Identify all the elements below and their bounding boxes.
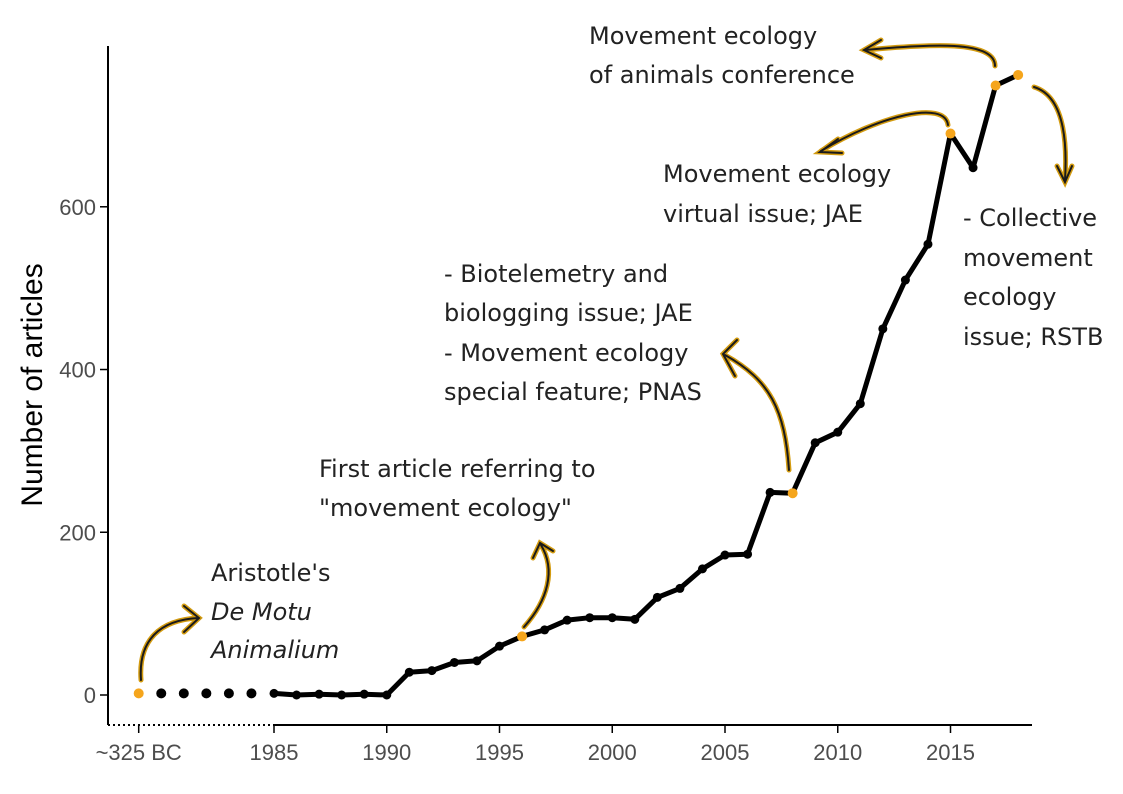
data-point: [269, 688, 279, 698]
gap-point: [201, 688, 212, 699]
data-point: [495, 641, 504, 651]
y-tick-label: 400: [59, 358, 96, 383]
annotation-conference: Movement ecology of animals conference: [589, 22, 855, 89]
highlight-point: [945, 128, 956, 139]
data-point: [855, 399, 865, 409]
virtual-issue-line-2: virtual issue; JAE: [663, 200, 863, 228]
y-ticks: 0 200 400 600: [59, 195, 108, 708]
gap-point: [223, 688, 234, 699]
gap-point: [156, 688, 167, 699]
data-point: [878, 324, 888, 334]
highlight-point: [517, 631, 528, 642]
conference-line-2: of animals conference: [589, 61, 855, 89]
annotation-biotelemetry: - Biotelemetry and biologging issue; JAE…: [444, 260, 702, 406]
data-point: [652, 592, 662, 602]
data-point: [359, 689, 369, 699]
data-point: [675, 583, 685, 593]
data-point: [743, 549, 753, 559]
x-tick-label: 2000: [588, 740, 637, 765]
conference-line-1: Movement ecology: [589, 22, 817, 50]
data-point: [404, 667, 414, 677]
collective-line-3: ecology: [963, 283, 1056, 311]
data-point: [765, 487, 775, 497]
aristotle-arrow: [138, 603, 203, 683]
annotation-aristotle: Aristotle's De Motu Animalium: [209, 559, 339, 664]
x-tick-label: 2010: [813, 740, 862, 765]
x-tick-label: 2005: [701, 740, 750, 765]
x-tick-label: 1985: [250, 740, 299, 765]
y-tick-label: 600: [59, 195, 96, 220]
x-tick-label: ~325 BC: [96, 740, 182, 765]
collective-line-1: - Collective: [963, 204, 1097, 232]
y-tick-label: 0: [84, 683, 96, 708]
data-point: [472, 656, 482, 666]
first-article-line-2: "movement ecology": [319, 494, 572, 522]
data-point: [540, 625, 550, 635]
annotation-arrows: [138, 37, 1075, 683]
x-tick-label: 2015: [926, 740, 975, 765]
x-ticks: ~325 BC 1985 1990 1995 2000 2005 2010 2015: [96, 725, 975, 765]
data-point: [810, 438, 820, 448]
first-article-arrow: [521, 539, 556, 630]
data-point: [833, 427, 843, 437]
aristotle-line-3: Animalium: [209, 636, 339, 664]
biotelemetry-line-3: - Movement ecology: [444, 339, 688, 367]
annotation-collective: - Collective movement ecology issue; RST…: [963, 204, 1103, 351]
virtual-issue-arrow: [812, 110, 951, 156]
aristotle-line-2: De Motu: [211, 598, 312, 626]
data-point: [314, 689, 324, 699]
data-point: [382, 690, 392, 700]
data-point: [720, 550, 730, 560]
biotelemetry-line-1: - Biotelemetry and: [444, 260, 668, 288]
annotation-first-article: First article referring to "movement eco…: [319, 455, 596, 522]
gap-points: [156, 688, 257, 699]
highlight-point: [787, 488, 798, 499]
aristotle-line-1: Aristotle's: [211, 559, 331, 587]
virtual-issue-line-1: Movement ecology: [663, 160, 891, 188]
data-point: [697, 564, 707, 574]
gap-point: [178, 688, 189, 699]
data-point: [968, 163, 978, 173]
y-tick-label: 200: [59, 520, 96, 545]
biotelemetry-arrow: [719, 337, 792, 473]
x-tick-label: 1990: [362, 740, 411, 765]
collective-line-2: movement: [963, 244, 1093, 272]
gap-point: [246, 688, 257, 699]
collective-arrow: [1031, 84, 1075, 188]
highlight-point: [1013, 69, 1024, 80]
conference-arrow: [858, 37, 998, 69]
data-point: [449, 657, 459, 667]
first-article-line-1: First article referring to: [319, 455, 596, 483]
highlight-point: [990, 80, 1001, 91]
data-point: [585, 613, 595, 623]
data-point: [337, 690, 347, 700]
data-point: [607, 613, 617, 623]
highlight-point: [133, 688, 144, 699]
biotelemetry-line-2: biologging issue; JAE: [444, 299, 693, 327]
y-axis-title: Number of articles: [16, 263, 49, 506]
data-point: [427, 666, 437, 676]
data-point: [630, 614, 640, 624]
data-point: [562, 615, 572, 625]
highlight-points: [133, 69, 1024, 699]
biotelemetry-line-4: special feature; PNAS: [444, 378, 702, 406]
data-point: [292, 690, 302, 700]
x-tick-label: 1995: [475, 740, 524, 765]
series-line: [271, 72, 1021, 698]
data-point: [923, 239, 933, 249]
data-point: [900, 275, 910, 285]
collective-line-4: issue; RSTB: [963, 323, 1103, 351]
annotation-virtual-issue: Movement ecology virtual issue; JAE: [663, 160, 891, 228]
